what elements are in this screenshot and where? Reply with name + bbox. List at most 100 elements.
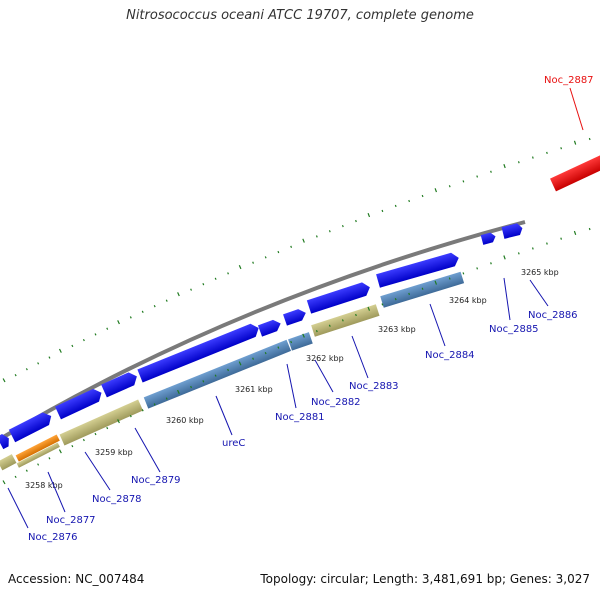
tick-mark [355, 313, 357, 317]
gene-forward-feature[interactable] [306, 281, 372, 314]
tick-mark [381, 303, 384, 306]
tick-mark [462, 180, 465, 183]
tick-label: 3263 kbp [378, 325, 416, 334]
tick-mark [277, 346, 280, 349]
gene-label-noc-2878[interactable]: Noc_2878 [92, 494, 142, 505]
tick-mark [227, 272, 229, 275]
tick-mark [381, 209, 384, 213]
gene-label-noc-2887[interactable]: Noc_2887 [544, 75, 594, 86]
tick-mark [37, 362, 40, 365]
gene-forward-feature[interactable] [376, 251, 461, 288]
tick-mark [367, 306, 371, 311]
tick-mark [573, 230, 577, 235]
tick-mark [264, 351, 267, 355]
topology-label: Topology: circular; Length: 3,481,691 bp… [260, 572, 590, 586]
tick-mark [490, 262, 492, 265]
tick-mark [421, 194, 424, 198]
tick-mark [177, 292, 180, 297]
tick-mark [531, 247, 534, 250]
gene-noc-2882-feature[interactable] [288, 332, 313, 351]
tick-mark [546, 151, 548, 155]
gene-noc-2883-feature[interactable] [311, 304, 380, 337]
tick-mark [141, 409, 144, 412]
tick-mark [94, 333, 97, 336]
gene-forward-feature[interactable] [137, 322, 261, 383]
gene-forward-feature[interactable] [283, 307, 308, 326]
gene-noc-2886-feature[interactable] [501, 222, 524, 239]
tick-mark [341, 319, 344, 322]
tick-label: 3262 kbp [306, 354, 344, 363]
tick-mark [290, 340, 293, 344]
gene-noc-2885-feature[interactable] [480, 232, 497, 245]
tick-labels: 3258 kbp 3259 kbp 3260 kbp 3261 kbp 3262… [25, 268, 559, 490]
tick-mark [202, 283, 205, 286]
gene-label-noc-2882[interactable]: Noc_2882 [311, 397, 361, 408]
gene-leader-lines [7, 277, 549, 529]
gene-noc-2879-feature[interactable] [59, 399, 144, 446]
reverse-strand [0, 271, 465, 471]
tick-mark [315, 330, 318, 333]
tick-mark [503, 163, 506, 169]
gene-label-noc-2881[interactable]: Noc_2881 [275, 412, 325, 423]
tick-mark [264, 256, 267, 259]
tick-mark [238, 265, 242, 270]
tick-mark [588, 137, 591, 141]
tick-mark [408, 199, 411, 203]
tick-mark [277, 250, 280, 254]
gene-urec-feature[interactable] [143, 339, 292, 409]
tick-label: 3265 kbp [521, 268, 559, 277]
tick-mark [394, 204, 397, 208]
gene-forward-feature[interactable] [55, 386, 104, 420]
tick-mark [490, 170, 492, 173]
tick-mark [165, 299, 168, 302]
tick-mark [546, 242, 548, 245]
tick-mark [238, 361, 242, 366]
tick-mark [153, 305, 156, 308]
gene-forward-feature[interactable] [257, 318, 283, 337]
tick-mark [48, 457, 51, 460]
gene-label-noc-2885[interactable]: Noc_2885 [489, 324, 539, 335]
tick-mark [214, 277, 217, 280]
gene-noc-2887-leader [569, 87, 584, 131]
gene-label-noc-2883[interactable]: Noc_2883 [349, 381, 399, 392]
tick-mark [588, 227, 591, 231]
tick-mark [58, 449, 62, 454]
gene-noc-2877-feature[interactable] [15, 434, 60, 462]
tick-mark [328, 230, 331, 233]
gene-noc-2887-feature[interactable] [550, 153, 600, 192]
tick-mark [355, 219, 357, 223]
tick-mark [302, 333, 305, 338]
gene-forward-feature[interactable] [101, 370, 140, 398]
gene-label-noc-2886[interactable]: Noc_2886 [528, 310, 578, 321]
gene-forward-feature[interactable] [8, 410, 55, 443]
gene-noc-2878-feature[interactable] [16, 442, 60, 468]
gene-label-noc-2876[interactable]: Noc_2876 [28, 532, 78, 543]
tick-label: 3258 kbp [25, 481, 63, 490]
tick-mark [531, 156, 534, 159]
tick-mark [129, 316, 132, 319]
gene-label-noc-2877[interactable]: Noc_2877 [46, 515, 96, 526]
gene-label-noc-2884[interactable]: Noc_2884 [425, 350, 475, 361]
tick-mark [202, 380, 205, 383]
genome-title: Nitrosococcus oceani ATCC 19707, complet… [126, 8, 474, 23]
gene-label-urec[interactable]: ureC [222, 438, 245, 449]
tick-mark [367, 212, 371, 218]
tick-mark [58, 348, 62, 353]
gene-label-noc-2879[interactable]: Noc_2879 [131, 475, 181, 486]
tick-mark [117, 419, 120, 424]
tick-mark [252, 261, 255, 264]
gene-noc-2876-feature[interactable] [0, 432, 12, 450]
tick-mark [2, 378, 6, 383]
tick-mark [48, 356, 51, 359]
tick-mark [252, 357, 255, 360]
gene-noc-2884-feature[interactable] [380, 271, 465, 308]
forward-strand [0, 222, 524, 450]
tick-mark [71, 444, 74, 448]
tick-mark [37, 463, 40, 466]
inner-tick-ring [2, 227, 591, 485]
tick-mark [315, 235, 318, 238]
gene-reverse-feature[interactable] [0, 454, 17, 471]
tick-mark [476, 175, 479, 178]
tick-mark [448, 185, 451, 188]
